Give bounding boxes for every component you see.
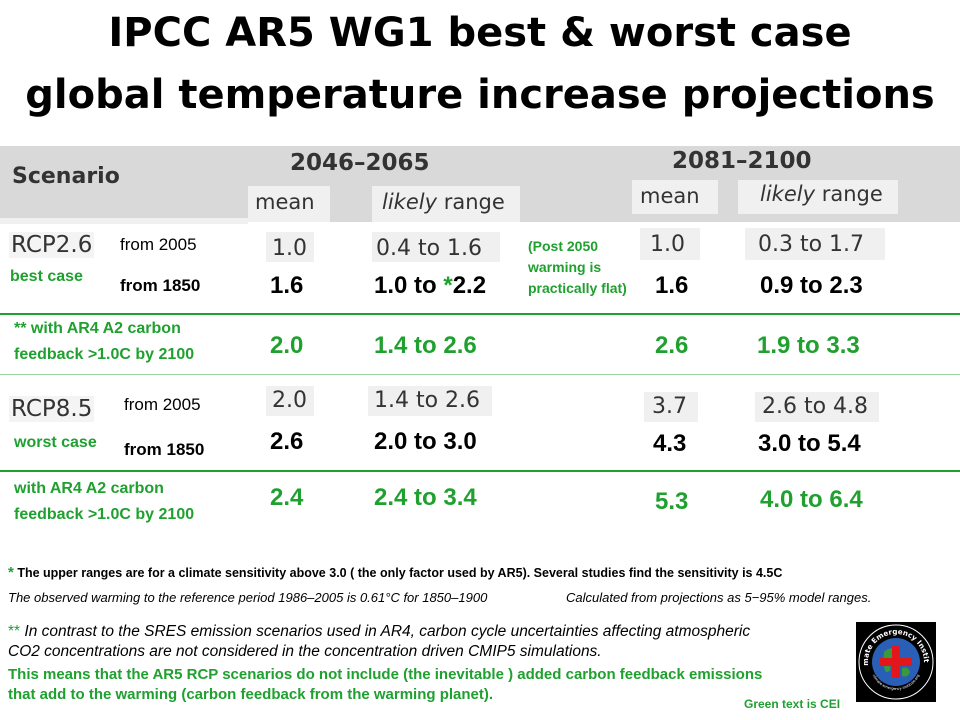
rcp85-label: RCP8.5 (9, 396, 95, 422)
rcp85-feedback-p1-mean: 2.4 (270, 484, 304, 511)
sensitivity-note: * The upper ranges are for a climate sen… (8, 564, 783, 581)
rcp26-p1-mean-2005: 1.0 (272, 236, 307, 261)
rcp26-best-case: best case (10, 268, 83, 285)
rcp85-value-cell-1 (266, 386, 314, 416)
rcp85-feedback-p2-range: 4.0 to 6.4 (760, 486, 863, 513)
rcp26-p2-mean-1850: 1.6 (655, 272, 689, 299)
rcp26-label: RCP2.6 (9, 232, 95, 258)
rcp26-feedback-p2-range: 1.9 to 3.3 (757, 332, 860, 359)
sres-note-line-1: ** In contrast to the SRES emission scen… (8, 623, 751, 640)
likely-header-cell-2 (738, 180, 898, 214)
rcp85-feedback-line-1: with AR4 A2 carbon (14, 480, 164, 497)
rcp26-from-2005: from 2005 (120, 235, 197, 254)
rcp85-value-cell-4 (755, 392, 879, 422)
page-title-line-1: IPCC AR5 WG1 best & worst case (108, 10, 852, 56)
rcp26-value-cell-4 (745, 228, 885, 260)
rcp26-feedback-line-1: ** with AR4 A2 carbon (14, 320, 181, 337)
rcp85-p1-range-1850: 2.0 to 3.0 (374, 428, 477, 455)
mean-header-cell-2 (632, 180, 718, 214)
rcp26-value-cell-2 (372, 232, 500, 262)
climate-emergency-institute-logo: Climate Emergency Institute climate-emer… (853, 615, 936, 702)
rcp26-p1-range-2005: 0.4 to 1.6 (376, 236, 483, 261)
post-2050-note: (Post 2050 warming is practically flat) (528, 238, 627, 296)
cei-note-line-2: that add to the warming (carbon feedback… (8, 686, 494, 703)
rcp26-feedback-p1-range: 1.4 to 2.6 (374, 332, 477, 359)
page-title-line-2: global temperature increase projections (25, 72, 935, 118)
rcp85-p1-mean-1850: 2.6 (270, 428, 304, 455)
cei-note-line-1: This means that the AR5 RCP scenarios do… (8, 666, 763, 683)
rcp26-value-cell-1 (266, 232, 314, 262)
logo-emblem-icon: Climate Emergency Institute climate-emer… (853, 615, 934, 700)
rcp26-from-1850: from 1850 (120, 276, 201, 295)
likely-header-cell-1 (372, 186, 520, 222)
rcp85-from-1850: from 1850 (124, 440, 205, 459)
rcp26-value-cell-3 (640, 228, 700, 260)
rcp26-feedback-p2-mean: 2.6 (655, 332, 689, 359)
rcp26-p1-mean-1850: 1.6 (270, 272, 304, 299)
rcp85-feedback-line-2: feedback >1.0C by 2100 (14, 506, 195, 523)
rcp85-feedback-p1-range: 2.4 to 3.4 (374, 484, 477, 511)
mean-header-cell-1 (248, 186, 330, 222)
sres-note-line-2: CO2 concentrations are not considered in… (8, 643, 602, 660)
rcp85-worst-case: worst case (14, 434, 97, 451)
period-2-header: 2081–2100 (672, 148, 812, 174)
rcp85-from-2005: from 2005 (124, 395, 201, 414)
rcp26-feedback-p1-mean: 2.0 (270, 332, 304, 359)
rcp26-p1-range-1850: 1.0 to *2.2 (374, 272, 487, 299)
likely-range-label-2: likely range (760, 182, 883, 206)
rcp85-value-cell-3 (644, 392, 698, 422)
scenario-header: Scenario (12, 164, 120, 189)
green-is-cei-note: Green text is CEI (744, 697, 841, 711)
divider-3 (0, 470, 960, 472)
rcp85-p2-mean-2005: 3.7 (652, 394, 687, 419)
rcp85-feedback-p2-mean: 5.3 (655, 488, 689, 515)
calculated-note: Calculated from projections as 5−95% mod… (566, 590, 872, 605)
rcp85-p1-range-2005: 1.4 to 2.6 (374, 388, 481, 413)
rcp26-p2-range-1850: 0.9 to 2.3 (760, 272, 863, 299)
rcp85-p2-range-2005: 2.6 to 4.8 (762, 394, 869, 419)
rcp26-feedback-line-2: feedback >1.0C by 2100 (14, 346, 195, 363)
mean-label-2: mean (640, 184, 700, 208)
rcp85-p2-range-1850: 3.0 to 5.4 (758, 430, 861, 457)
observed-warming-note: The observed warming to the reference pe… (8, 590, 488, 605)
rcp26-p2-range-2005: 0.3 to 1.7 (758, 232, 865, 257)
likely-range-label-1: likely range (382, 190, 505, 214)
divider-2 (0, 374, 960, 375)
rcp85-value-cell-2 (368, 386, 492, 416)
rcp85-p2-mean-1850: 4.3 (653, 430, 687, 457)
rcp26-p2-mean-2005: 1.0 (650, 232, 685, 257)
rcp85-p1-mean-2005: 2.0 (272, 388, 307, 413)
period-1-header: 2046–2065 (290, 150, 430, 176)
table-header-left-light-band (0, 218, 248, 224)
mean-label-1: mean (255, 190, 315, 214)
divider-1 (0, 313, 960, 315)
